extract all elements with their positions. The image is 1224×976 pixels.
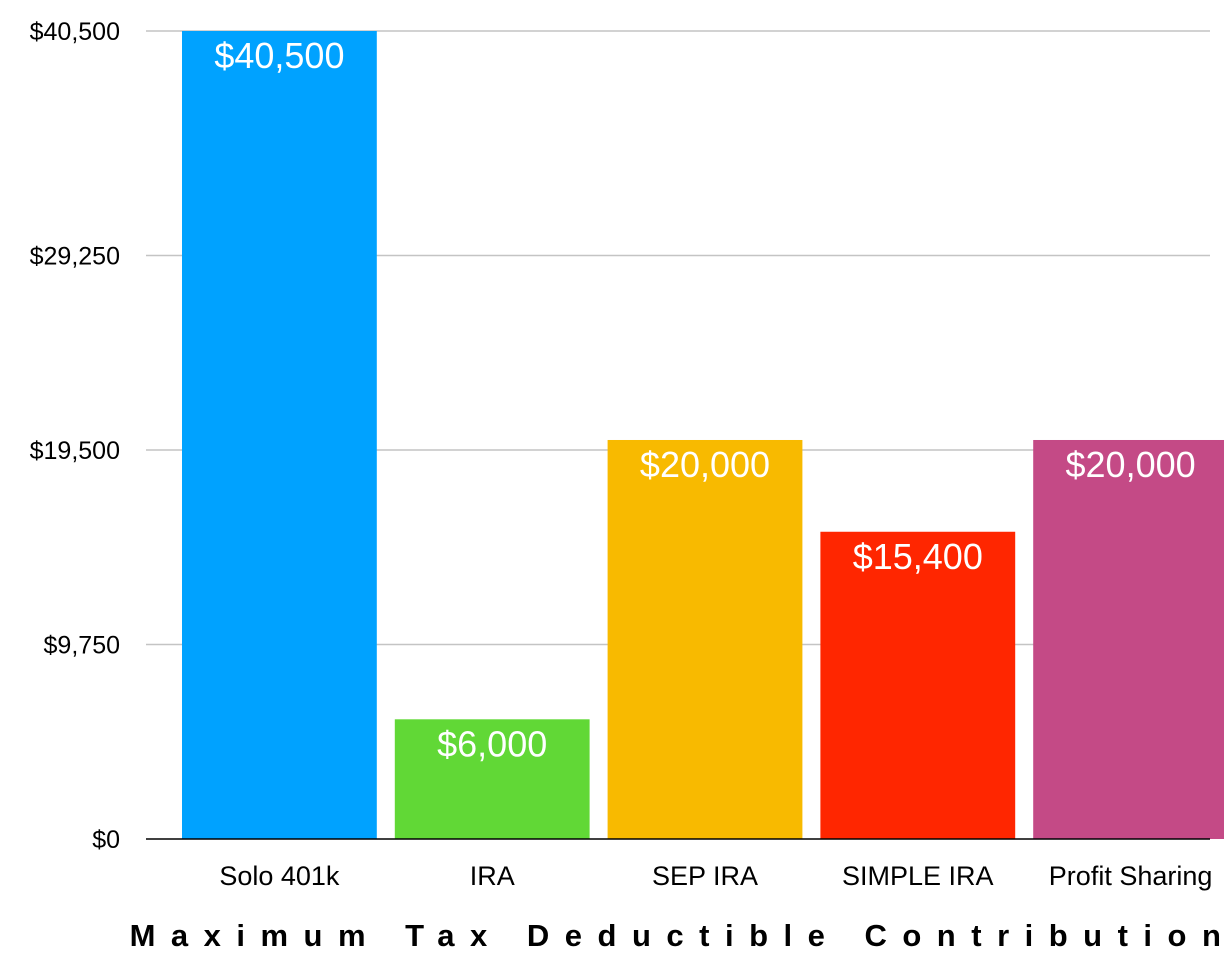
bar bbox=[182, 31, 377, 839]
category-label: Solo 401k bbox=[219, 861, 340, 891]
data-label: $20,000 bbox=[1066, 444, 1196, 485]
bar bbox=[1033, 439, 1224, 839]
y-axis-ticks: $0 $9,750 $19,500 $29,250 $40,500 bbox=[30, 18, 120, 854]
category-label: IRA bbox=[470, 861, 515, 891]
x-axis-categories: Solo 401k IRA SEP IRA SIMPLE IRA Profit Shar… bbox=[219, 861, 1212, 891]
x-axis-title: Maximum Tax Deductible Contribution bbox=[130, 918, 1224, 953]
data-label: $20,000 bbox=[640, 444, 770, 485]
y-tick-label: $19,500 bbox=[30, 437, 120, 465]
bars: $40,500 $6,000 $20,000 $15,400 $20,000 bbox=[182, 31, 1224, 839]
bar bbox=[820, 531, 1016, 839]
category-label: SIMPLE IRA bbox=[842, 861, 994, 891]
y-tick-label: $0 bbox=[92, 826, 120, 854]
data-label: $40,500 bbox=[214, 35, 344, 76]
y-tick-label: $40,500 bbox=[30, 18, 120, 46]
bar bbox=[394, 719, 590, 839]
category-label: SEP IRA bbox=[652, 861, 758, 891]
y-tick-label: $29,250 bbox=[30, 242, 120, 270]
data-label: $6,000 bbox=[437, 723, 547, 764]
bar bbox=[607, 439, 803, 839]
y-tick-label: $9,750 bbox=[44, 631, 120, 659]
data-label: $15,400 bbox=[853, 536, 983, 577]
category-label: Profit Sharing bbox=[1049, 861, 1213, 891]
